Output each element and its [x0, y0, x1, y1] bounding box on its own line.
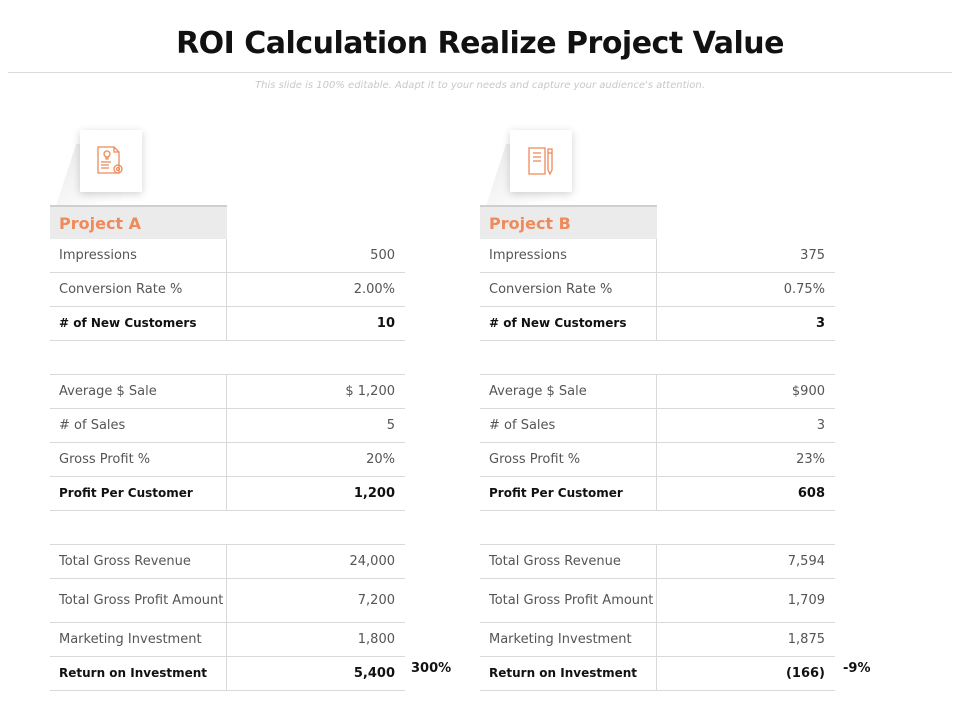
row-value: 608 — [797, 486, 825, 501]
table-row: Return on Investment 5,400 — [50, 657, 405, 691]
table-row: # of New Customers 10 — [50, 307, 405, 341]
row-value: 1,200 — [353, 486, 395, 501]
document-gear-icon — [97, 146, 123, 174]
row-label: # of Sales — [50, 409, 227, 442]
project-header: Project A — [50, 205, 227, 239]
table-row: Gross Profit % 23% — [480, 443, 835, 477]
row-value: 20% — [366, 452, 395, 467]
table-row: Total Gross Revenue 7,594 — [480, 545, 835, 579]
row-label: Impressions — [50, 239, 227, 272]
table-row: Impressions 375 — [480, 239, 835, 273]
table-row: Total Gross Revenue 24,000 — [50, 545, 405, 579]
row-label: Conversion Rate % — [50, 273, 227, 306]
project-a-icon-card — [55, 130, 142, 206]
row-label: Impressions — [480, 239, 657, 272]
table-row: Average $ Sale $ 1,200 — [50, 375, 405, 409]
table-spacer — [480, 511, 835, 545]
row-label: # of New Customers — [480, 307, 657, 340]
row-value: 0.75% — [783, 282, 825, 297]
table-row: Profit Per Customer 608 — [480, 477, 835, 511]
table-row: # of Sales 5 — [50, 409, 405, 443]
table-row: Conversion Rate % 0.75% — [480, 273, 835, 307]
row-value: $ 1,200 — [345, 384, 395, 399]
row-value: 10 — [376, 316, 395, 331]
row-value: 7,594 — [787, 554, 825, 569]
row-label: Average $ Sale — [480, 375, 657, 408]
table-row: Return on Investment (166) — [480, 657, 835, 691]
table-row: Conversion Rate % 2.00% — [50, 273, 405, 307]
row-label: Return on Investment — [50, 657, 227, 690]
row-label: Conversion Rate % — [480, 273, 657, 306]
row-value: (166) — [785, 666, 825, 681]
row-label: Marketing Investment — [480, 623, 657, 656]
table-row: Gross Profit % 20% — [50, 443, 405, 477]
table-row: Marketing Investment 1,800 — [50, 623, 405, 657]
table-row: Impressions 500 — [50, 239, 405, 273]
row-label: Gross Profit % — [480, 443, 657, 476]
project-b-icon-card — [485, 130, 572, 206]
row-label: # of Sales — [480, 409, 657, 442]
row-value: 5 — [386, 418, 395, 433]
page-title: ROI Calculation Realize Project Value — [176, 26, 784, 61]
row-value: 23% — [796, 452, 825, 467]
row-value: 2.00% — [353, 282, 395, 297]
row-value: 500 — [370, 248, 395, 263]
table-spacer — [50, 341, 405, 375]
row-value: 7,200 — [357, 593, 395, 608]
table-spacer — [480, 341, 835, 375]
row-label: Return on Investment — [480, 657, 657, 690]
row-value: 1,875 — [787, 632, 825, 647]
project-header: Project B — [480, 205, 657, 239]
table-row: Total Gross Profit Amount 7,200 — [50, 579, 405, 623]
row-label: Average $ Sale — [50, 375, 227, 408]
row-label: Total Gross Revenue — [480, 545, 657, 578]
table-row: Average $ Sale $900 — [480, 375, 835, 409]
row-value: 1,709 — [787, 593, 825, 608]
table-row: # of Sales 3 — [480, 409, 835, 443]
title-divider — [8, 72, 952, 73]
document-pencil-icon — [528, 147, 553, 176]
row-value: $900 — [791, 384, 825, 399]
row-label: Profit Per Customer — [480, 477, 657, 510]
row-value: 3 — [815, 316, 825, 331]
row-value: 375 — [800, 248, 825, 263]
subtitle: This slide is 100% editable. Adapt it to… — [255, 80, 705, 91]
project-b-roi-percent: -9% — [843, 661, 871, 676]
table-row: Profit Per Customer 1,200 — [50, 477, 405, 511]
row-label: Total Gross Profit Amount — [50, 579, 227, 622]
row-label: Gross Profit % — [50, 443, 227, 476]
row-label: # of New Customers — [50, 307, 227, 340]
table-row: # of New Customers 3 — [480, 307, 835, 341]
row-value: 5,400 — [353, 666, 395, 681]
project-a-roi-percent: 300% — [411, 661, 452, 676]
project-a-table: Project A Impressions 500 Conversion Rate %… — [50, 205, 405, 691]
row-value: 1,800 — [357, 632, 395, 647]
row-label: Marketing Investment — [50, 623, 227, 656]
row-value: 24,000 — [349, 554, 396, 569]
row-label: Profit Per Customer — [50, 477, 227, 510]
table-row: Total Gross Profit Amount 1,709 — [480, 579, 835, 623]
row-label: Total Gross Profit Amount — [480, 579, 657, 622]
table-row: Marketing Investment 1,875 — [480, 623, 835, 657]
project-b-table: Project B Impressions 375 Conversion Rate %… — [480, 205, 835, 691]
table-spacer — [50, 511, 405, 545]
row-label: Total Gross Revenue — [50, 545, 227, 578]
row-value: 3 — [816, 418, 825, 433]
